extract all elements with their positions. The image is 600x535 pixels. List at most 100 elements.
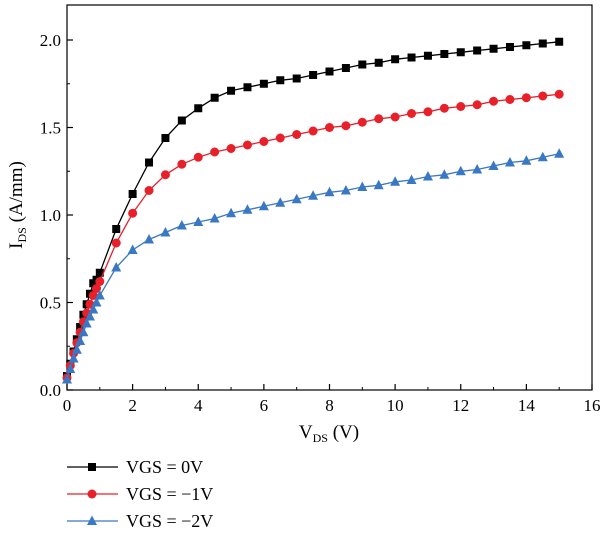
legend-item: VGS = 0V	[67, 457, 203, 477]
data-point	[88, 291, 98, 300]
series-line	[66, 41, 560, 377]
data-point	[259, 137, 269, 146]
data-point	[193, 152, 203, 162]
data-point	[112, 225, 121, 233]
data-point	[308, 126, 318, 136]
data-point	[521, 155, 532, 165]
x-tick-label: 4	[194, 396, 203, 415]
data-point	[522, 41, 531, 50]
data-point	[357, 181, 368, 191]
data-point	[309, 71, 318, 79]
x-tick-label: 16	[584, 396, 600, 415]
data-point	[275, 133, 285, 143]
data-point	[128, 208, 138, 218]
data-point	[357, 117, 367, 127]
x-tick-label: 12	[452, 396, 469, 415]
data-point	[227, 86, 236, 95]
data-point	[554, 148, 565, 158]
data-point	[505, 43, 514, 51]
legend-label: VGS = −1V	[126, 484, 213, 504]
data-point	[340, 185, 351, 195]
x-tick-label: 6	[260, 396, 269, 415]
data-point	[407, 109, 417, 118]
data-point	[94, 290, 105, 300]
legend-marker	[87, 489, 97, 499]
data-point	[276, 76, 285, 85]
data-point	[292, 130, 302, 139]
legend-marker	[88, 463, 96, 471]
data-point	[439, 169, 450, 179]
data-point	[291, 193, 302, 204]
data-point	[84, 311, 95, 321]
data-point	[422, 171, 433, 181]
data-point	[78, 326, 89, 337]
legend-label: VGS = −2V	[126, 511, 213, 531]
y-axis-title: IDS (A/mm)	[6, 161, 29, 249]
data-point	[391, 55, 400, 64]
data-point	[406, 174, 417, 184]
y-tick-label: 2.0	[40, 31, 61, 50]
data-point	[145, 158, 154, 167]
data-point	[92, 284, 102, 293]
data-point	[259, 79, 268, 88]
legend-marker	[87, 515, 97, 525]
data-point	[243, 83, 252, 92]
data-point	[209, 213, 220, 223]
x-axis-title-main: V	[299, 422, 313, 443]
data-point	[111, 262, 122, 272]
data-point	[325, 123, 334, 132]
y-tick-label: 0.5	[40, 294, 61, 313]
plot-frame	[66, 4, 593, 391]
data-point	[177, 159, 187, 169]
data-point	[373, 179, 384, 190]
data-point	[325, 67, 334, 76]
x-tick-label: 8	[325, 396, 334, 415]
data-point	[308, 190, 319, 200]
series-layer	[62, 37, 565, 384]
data-point	[176, 220, 187, 230]
data-point	[111, 238, 121, 248]
data-point	[505, 95, 515, 104]
legend: VGS = 0V VGS = −1V VGS = −2V	[67, 457, 213, 531]
y-tick-label: 1.5	[40, 119, 61, 138]
data-point	[472, 100, 482, 110]
data-point	[177, 116, 186, 125]
x-tick-label: 2	[128, 396, 137, 415]
data-point	[81, 318, 92, 328]
data-point	[226, 144, 236, 153]
data-point	[88, 304, 99, 314]
y-axis-title-sub: DS	[15, 227, 29, 242]
series-triangle	[62, 148, 565, 384]
data-point	[144, 234, 155, 244]
data-point	[226, 207, 237, 218]
data-point	[76, 323, 85, 331]
legend-label: VGS = 0V	[126, 457, 203, 477]
data-point	[473, 46, 482, 55]
data-point	[456, 102, 466, 111]
data-point	[390, 112, 400, 122]
data-point	[555, 37, 564, 46]
data-point	[242, 140, 252, 150]
series-line	[66, 153, 560, 380]
data-point	[538, 39, 547, 48]
data-point	[194, 104, 203, 113]
series-line	[66, 93, 560, 378]
data-point	[65, 363, 76, 373]
x-tick-label: 10	[387, 396, 404, 415]
data-point	[144, 186, 154, 195]
series-circle	[62, 89, 564, 383]
data-point	[160, 170, 170, 180]
data-point	[160, 227, 171, 237]
data-point	[341, 64, 350, 72]
y-tick-label: 1.0	[40, 206, 61, 225]
data-point	[62, 374, 72, 384]
data-point	[341, 121, 351, 131]
data-point	[292, 74, 301, 83]
legend-item: VGS = −2V	[67, 511, 213, 531]
data-point	[538, 91, 548, 101]
data-point	[554, 89, 564, 99]
data-point	[75, 335, 86, 345]
data-point	[95, 268, 104, 277]
x-axis-title-sub: DS	[313, 431, 328, 445]
